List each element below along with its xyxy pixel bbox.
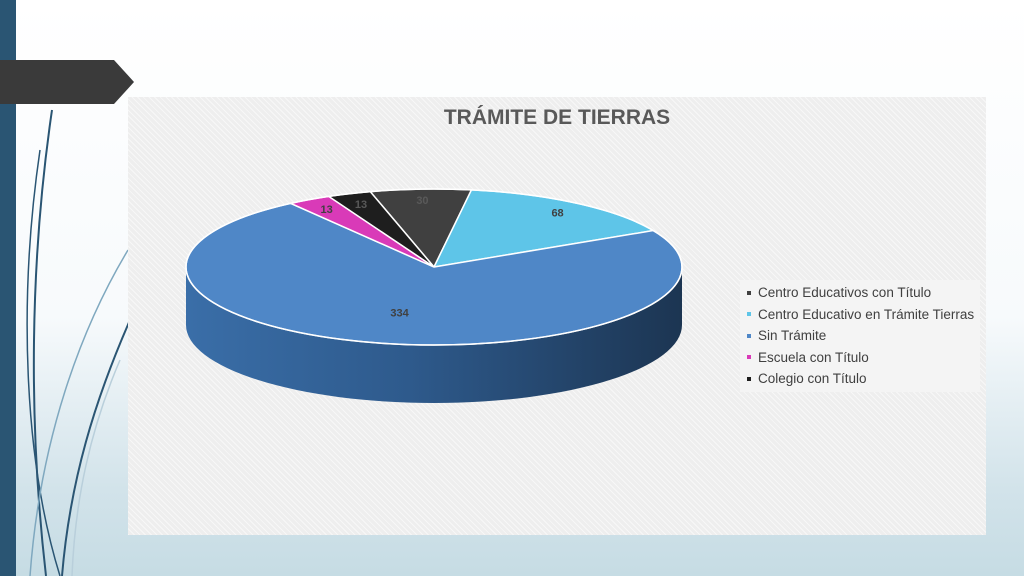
- legend-label: Centro Educativo en Trámite Tierras: [758, 306, 975, 322]
- pie-chart: 30 68 334 13 13: [185, 188, 683, 403]
- legend-item-4: Escuela con Título: [740, 347, 980, 369]
- header-tab: [0, 60, 134, 104]
- legend-label: Escuela con Título: [758, 349, 869, 365]
- legend-label: Sin Trámite: [758, 328, 827, 344]
- legend-swatch: [747, 312, 751, 317]
- legend-item-2: Centro Educativo en Trámite Tierras: [740, 304, 980, 326]
- legend-label: Colegio con Título: [758, 371, 867, 387]
- legend-swatch: [747, 333, 751, 338]
- pie-data-label-1: 30: [416, 195, 428, 207]
- pie-top-outline: [185, 188, 683, 346]
- pie-side-wall: [186, 267, 682, 403]
- chart-legend: Centro Educativos con Título Centro Educa…: [740, 280, 980, 392]
- legend-swatch: [747, 355, 751, 360]
- legend-swatch: [747, 376, 751, 381]
- chart-title: TRÁMITE DE TIERRAS: [443, 106, 671, 129]
- pie-data-label-4: 13: [321, 204, 333, 216]
- legend-item-3: Sin Trámite: [740, 325, 980, 347]
- legend-item-1: Centro Educativos con Título: [740, 282, 980, 304]
- legend-label: Centro Educativos con Título: [758, 285, 932, 301]
- legend-item-5: Colegio con Título: [740, 368, 980, 390]
- left-accent-bar: [0, 0, 16, 576]
- legend-swatch: [747, 290, 751, 295]
- pie-data-label-3: 334: [390, 308, 409, 320]
- chart-panel: 30 68 334 13 13 TRÁMITE DE TIERRAS Centro Ed…: [128, 97, 986, 535]
- pie-data-label-2: 68: [551, 207, 563, 219]
- decorative-curves: [26, 109, 131, 576]
- pie-data-label-5: 13: [355, 199, 367, 211]
